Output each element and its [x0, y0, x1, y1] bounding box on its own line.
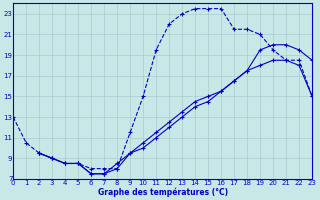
X-axis label: Graphe des températures (°C): Graphe des températures (°C) — [98, 187, 228, 197]
